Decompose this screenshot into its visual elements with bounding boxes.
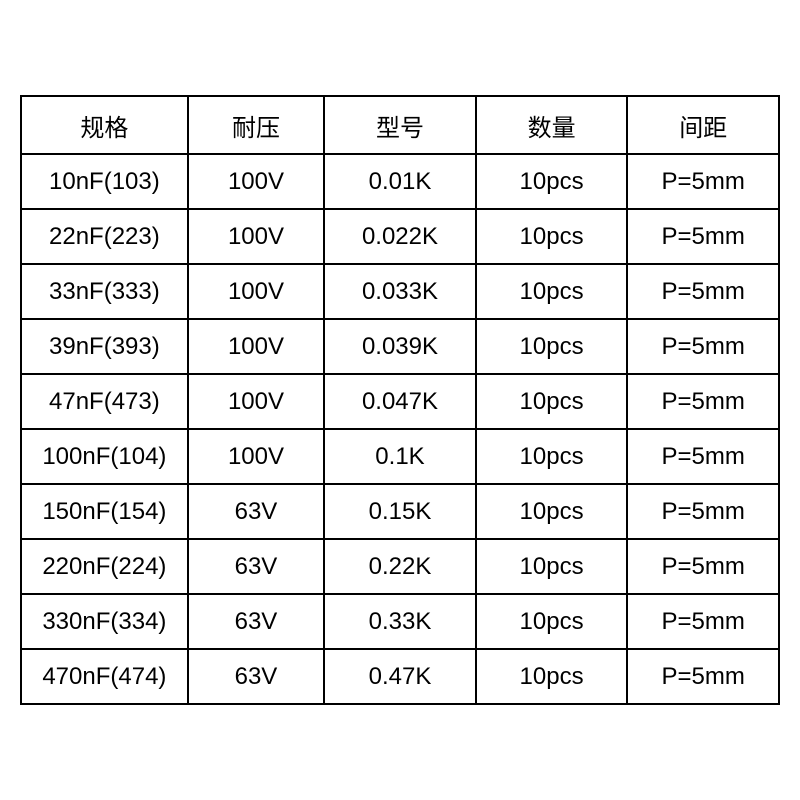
table-body: 10nF(103) 100V 0.01K 10pcs P=5mm 22nF(22… [21, 154, 779, 704]
table-row: 22nF(223) 100V 0.022K 10pcs P=5mm [21, 209, 779, 264]
cell-quantity: 10pcs [476, 429, 628, 484]
col-header-pitch: 间距 [627, 96, 779, 154]
cell-pitch: P=5mm [627, 484, 779, 539]
cell-spec: 33nF(333) [21, 264, 188, 319]
cell-model: 0.33K [324, 594, 476, 649]
table-row: 10nF(103) 100V 0.01K 10pcs P=5mm [21, 154, 779, 209]
capacitor-spec-table-container: 规格 耐压 型号 数量 间距 10nF(103) 100V 0.01K 10pc… [20, 95, 780, 705]
cell-spec: 10nF(103) [21, 154, 188, 209]
cell-spec: 100nF(104) [21, 429, 188, 484]
table-row: 150nF(154) 63V 0.15K 10pcs P=5mm [21, 484, 779, 539]
cell-voltage: 63V [188, 539, 324, 594]
cell-quantity: 10pcs [476, 264, 628, 319]
col-header-quantity: 数量 [476, 96, 628, 154]
cell-model: 0.47K [324, 649, 476, 704]
cell-quantity: 10pcs [476, 594, 628, 649]
table-row: 100nF(104) 100V 0.1K 10pcs P=5mm [21, 429, 779, 484]
cell-voltage: 63V [188, 594, 324, 649]
cell-voltage: 100V [188, 264, 324, 319]
cell-quantity: 10pcs [476, 649, 628, 704]
cell-quantity: 10pcs [476, 209, 628, 264]
cell-voltage: 100V [188, 429, 324, 484]
col-header-voltage: 耐压 [188, 96, 324, 154]
col-header-spec: 规格 [21, 96, 188, 154]
cell-voltage: 100V [188, 319, 324, 374]
cell-model: 0.047K [324, 374, 476, 429]
cell-voltage: 100V [188, 154, 324, 209]
cell-voltage: 63V [188, 484, 324, 539]
cell-spec: 150nF(154) [21, 484, 188, 539]
cell-pitch: P=5mm [627, 264, 779, 319]
table-header-row: 规格 耐压 型号 数量 间距 [21, 96, 779, 154]
cell-model: 0.039K [324, 319, 476, 374]
cell-pitch: P=5mm [627, 374, 779, 429]
table-row: 47nF(473) 100V 0.047K 10pcs P=5mm [21, 374, 779, 429]
cell-spec: 330nF(334) [21, 594, 188, 649]
cell-voltage: 100V [188, 209, 324, 264]
cell-model: 0.1K [324, 429, 476, 484]
cell-quantity: 10pcs [476, 539, 628, 594]
cell-model: 0.033K [324, 264, 476, 319]
table-row: 33nF(333) 100V 0.033K 10pcs P=5mm [21, 264, 779, 319]
table-row: 470nF(474) 63V 0.47K 10pcs P=5mm [21, 649, 779, 704]
cell-pitch: P=5mm [627, 319, 779, 374]
cell-pitch: P=5mm [627, 539, 779, 594]
cell-pitch: P=5mm [627, 154, 779, 209]
cell-voltage: 63V [188, 649, 324, 704]
cell-spec: 22nF(223) [21, 209, 188, 264]
cell-model: 0.022K [324, 209, 476, 264]
table-row: 39nF(393) 100V 0.039K 10pcs P=5mm [21, 319, 779, 374]
col-header-model: 型号 [324, 96, 476, 154]
cell-model: 0.15K [324, 484, 476, 539]
cell-spec: 470nF(474) [21, 649, 188, 704]
table-row: 330nF(334) 63V 0.33K 10pcs P=5mm [21, 594, 779, 649]
cell-spec: 47nF(473) [21, 374, 188, 429]
cell-pitch: P=5mm [627, 594, 779, 649]
cell-pitch: P=5mm [627, 209, 779, 264]
cell-quantity: 10pcs [476, 374, 628, 429]
cell-pitch: P=5mm [627, 429, 779, 484]
cell-voltage: 100V [188, 374, 324, 429]
cell-quantity: 10pcs [476, 484, 628, 539]
cell-model: 0.01K [324, 154, 476, 209]
cell-pitch: P=5mm [627, 649, 779, 704]
cell-model: 0.22K [324, 539, 476, 594]
table-row: 220nF(224) 63V 0.22K 10pcs P=5mm [21, 539, 779, 594]
capacitor-spec-table: 规格 耐压 型号 数量 间距 10nF(103) 100V 0.01K 10pc… [20, 95, 780, 705]
table-header: 规格 耐压 型号 数量 间距 [21, 96, 779, 154]
cell-quantity: 10pcs [476, 154, 628, 209]
cell-spec: 39nF(393) [21, 319, 188, 374]
cell-quantity: 10pcs [476, 319, 628, 374]
cell-spec: 220nF(224) [21, 539, 188, 594]
